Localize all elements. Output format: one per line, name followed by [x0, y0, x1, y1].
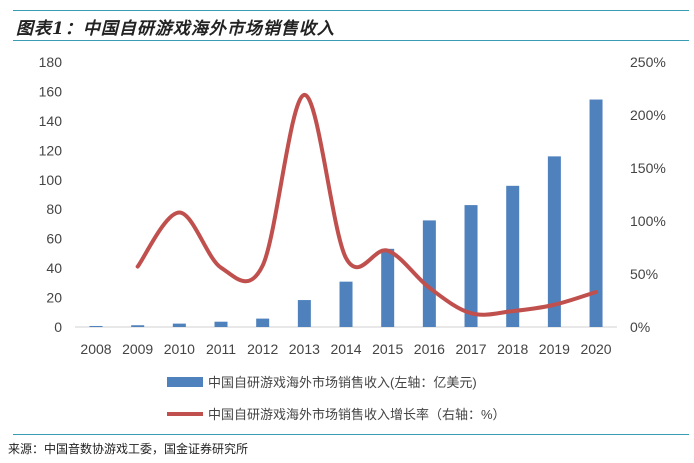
left-axis-tick: 100 — [39, 172, 63, 188]
x-axis-tick: 2018 — [497, 341, 528, 357]
x-axis-tick: 2019 — [539, 341, 570, 357]
bar — [464, 205, 478, 327]
x-axis-tick: 2014 — [330, 341, 361, 357]
right-axis-tick: 100% — [630, 213, 666, 229]
x-axis-tick: 2012 — [247, 341, 278, 357]
right-axis-tick: 250% — [630, 54, 666, 70]
bar — [214, 321, 228, 327]
left-axis-tick: 0 — [54, 319, 62, 335]
x-axis-tick: 2015 — [372, 341, 403, 357]
bar — [506, 185, 520, 327]
left-axis-tick: 80 — [46, 201, 62, 217]
bar — [339, 281, 353, 327]
bar — [422, 220, 436, 327]
right-axis-tick: 200% — [630, 107, 666, 123]
bottom-rule — [13, 434, 689, 435]
left-axis-tick: 180 — [39, 54, 63, 70]
right-axis-tick: 150% — [630, 160, 666, 176]
legend-label-line: 中国自研游戏海外市场销售收入增长率（右轴：%） — [208, 407, 506, 422]
bar — [172, 323, 186, 327]
right-axis-tick: 50% — [630, 266, 658, 282]
bar — [589, 99, 603, 328]
x-axis-tick: 2009 — [122, 341, 153, 357]
legend-swatch-bar — [167, 377, 203, 387]
x-axis-tick: 2011 — [206, 341, 236, 357]
bar — [381, 248, 395, 327]
x-axis-tick: 2013 — [289, 341, 320, 357]
x-axis-tick: 2010 — [164, 341, 195, 357]
chart-title: 图表1：中国自研游戏海外市场销售收入 — [16, 19, 335, 39]
x-axis-tick: 2008 — [80, 341, 111, 357]
left-axis-tick: 20 — [46, 290, 62, 306]
top-rule — [13, 10, 689, 11]
left-axis-tick: 40 — [46, 260, 62, 276]
left-axis-tick: 60 — [46, 231, 62, 247]
bar — [256, 318, 270, 327]
x-axis-tick: 2016 — [414, 341, 445, 357]
left-axis-tick: 140 — [39, 113, 63, 129]
bar — [297, 300, 311, 327]
left-axis-tick: 160 — [39, 83, 63, 99]
title-rule — [13, 40, 689, 41]
left-axis-tick: 120 — [39, 142, 63, 158]
bar — [131, 325, 145, 327]
right-axis-tick: 0% — [630, 319, 650, 335]
legend-label-bar: 中国自研游戏海外市场销售收入(左轴：亿美元) — [208, 375, 477, 390]
bar — [547, 156, 561, 327]
growth-line — [135, 92, 599, 317]
x-axis-tick: 2020 — [580, 341, 611, 357]
source-note: 来源：中国音数协游戏工委，国金证券研究所 — [8, 442, 249, 456]
x-axis-tick: 2017 — [455, 341, 486, 357]
bar — [89, 325, 103, 327]
